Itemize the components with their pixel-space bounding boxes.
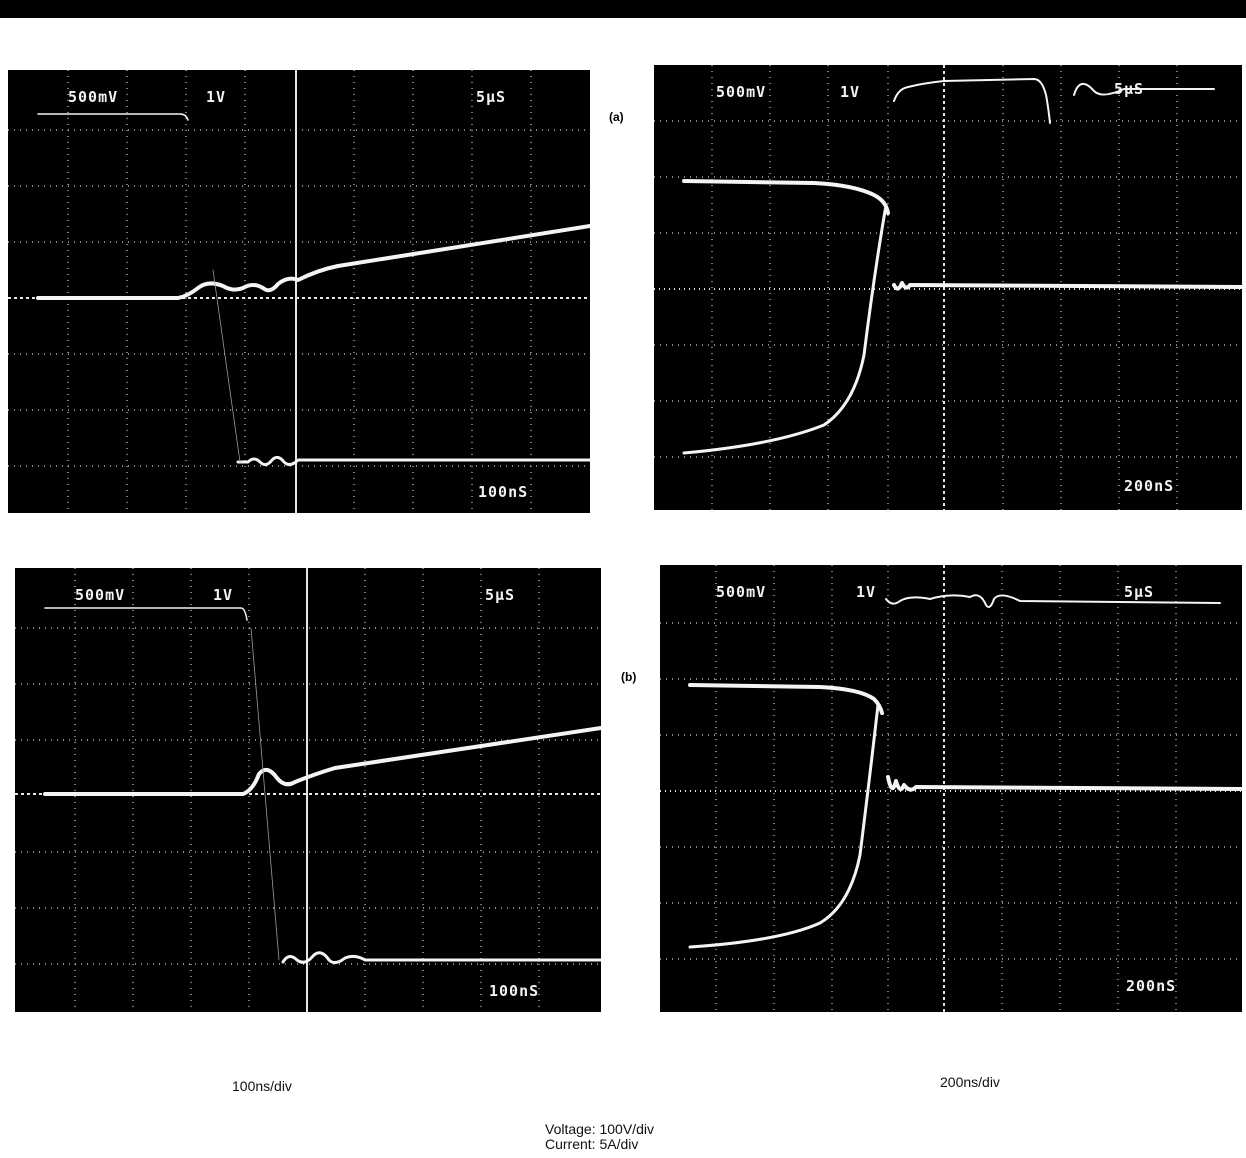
- graticule-axes: [8, 70, 590, 513]
- scope-grid-and-traces: [15, 568, 601, 1012]
- current-scale: Current: 5A/div: [545, 1136, 639, 1152]
- timebase-trace: [885, 594, 1221, 608]
- main-timebase: 5µS: [485, 586, 516, 604]
- ch1-scale: 500mV: [716, 83, 767, 101]
- current-trace: [281, 951, 601, 965]
- timebase-trace: [44, 607, 248, 621]
- current-trace: [236, 455, 590, 467]
- voltage-trace: [682, 203, 888, 455]
- voltage-trace: [36, 224, 590, 300]
- settled-trace: [892, 281, 1242, 291]
- graticule-axes: [15, 568, 601, 1012]
- switching-transition: [212, 269, 241, 463]
- panel-label-b: (b): [621, 670, 637, 684]
- ch1-scale: 500mV: [716, 583, 767, 601]
- ch2-scale: 1V: [856, 583, 877, 601]
- ch1-scale: 500mV: [68, 88, 119, 106]
- voltage-scale: Voltage: 100V/div: [545, 1121, 654, 1137]
- graticule-axes: [654, 65, 1242, 510]
- ch2-scale: 1V: [213, 586, 234, 604]
- scope-grid-and-traces: [660, 565, 1242, 1012]
- oscilloscope-screen-b-right: 500mV 1V 5µS 200nS: [660, 565, 1242, 1012]
- graticule: [8, 70, 590, 513]
- settled-trace: [886, 775, 1242, 792]
- scope-grid-and-traces: [654, 65, 1242, 510]
- ch2-scale: 1V: [206, 88, 227, 106]
- ch2-scale: 1V: [840, 83, 861, 101]
- scale-legend: Voltage: 100V/div Current: 5A/div: [545, 1122, 654, 1152]
- main-timebase: 5µS: [476, 88, 507, 106]
- panel-label-a: (a): [609, 110, 624, 124]
- delayed-timebase: 100nS: [489, 982, 540, 1000]
- current-trace: [688, 683, 884, 715]
- voltage-trace: [688, 703, 880, 949]
- main-timebase: 5µS: [1124, 583, 1155, 601]
- oscilloscope-screen-a-right: 500mV 1V 5µS 200nS: [654, 65, 1242, 510]
- voltage-trace: [43, 726, 601, 796]
- delayed-timebase: 200nS: [1126, 977, 1177, 995]
- ch1-scale: 500mV: [75, 586, 126, 604]
- caption-left-column: 100ns/div: [232, 1078, 292, 1094]
- current-trace: [682, 179, 890, 215]
- timebase-trace: [37, 113, 189, 121]
- scope-grid-and-traces: [8, 70, 590, 513]
- delayed-timebase: 200nS: [1124, 477, 1175, 495]
- top-rule: [0, 0, 1246, 18]
- oscilloscope-screen-b-left: 500mV 1V 5µS 100nS: [15, 568, 601, 1012]
- switching-transition: [250, 627, 280, 961]
- main-timebase: 5µS: [1114, 80, 1145, 98]
- delayed-timebase: 100nS: [478, 483, 529, 501]
- oscilloscope-screen-a-left: 500mV 1V 5µS 100nS: [8, 70, 590, 513]
- caption-right-column: 200ns/div: [940, 1074, 1000, 1090]
- timebase-trace: [893, 78, 1215, 124]
